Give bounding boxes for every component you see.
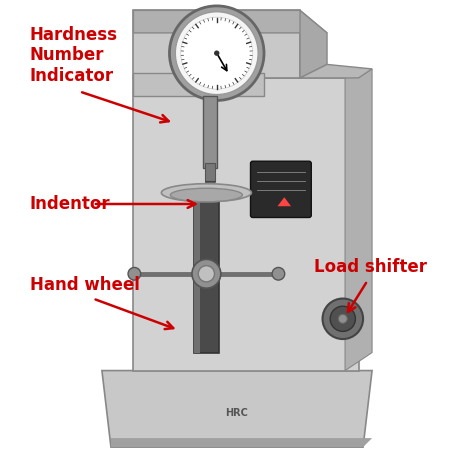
Circle shape — [192, 260, 221, 288]
Polygon shape — [134, 73, 264, 96]
Polygon shape — [134, 10, 300, 78]
Circle shape — [214, 50, 219, 56]
Bar — [194, 195, 200, 352]
Text: Hardness
Number
Indicator: Hardness Number Indicator — [30, 26, 118, 85]
Polygon shape — [277, 197, 291, 206]
Circle shape — [170, 6, 264, 101]
Bar — [206, 164, 215, 182]
Circle shape — [272, 267, 285, 280]
Text: Hand wheel: Hand wheel — [30, 276, 140, 294]
Circle shape — [128, 267, 141, 280]
Circle shape — [330, 306, 356, 332]
Circle shape — [322, 299, 363, 339]
Text: Load shifter: Load shifter — [313, 258, 427, 276]
Ellipse shape — [170, 188, 242, 202]
Polygon shape — [206, 182, 215, 195]
Text: HRC: HRC — [226, 408, 248, 418]
Polygon shape — [300, 10, 327, 78]
Ellipse shape — [161, 184, 251, 202]
Circle shape — [181, 17, 253, 89]
Text: Indentor: Indentor — [30, 195, 110, 213]
Bar — [203, 96, 217, 168]
Polygon shape — [134, 78, 358, 371]
Circle shape — [175, 12, 258, 95]
Bar — [194, 195, 219, 352]
Polygon shape — [300, 64, 372, 78]
Polygon shape — [102, 371, 372, 447]
FancyBboxPatch shape — [250, 161, 311, 217]
Polygon shape — [134, 10, 327, 33]
Circle shape — [338, 314, 347, 323]
Polygon shape — [111, 438, 372, 447]
Polygon shape — [345, 69, 372, 371]
Circle shape — [198, 265, 215, 282]
